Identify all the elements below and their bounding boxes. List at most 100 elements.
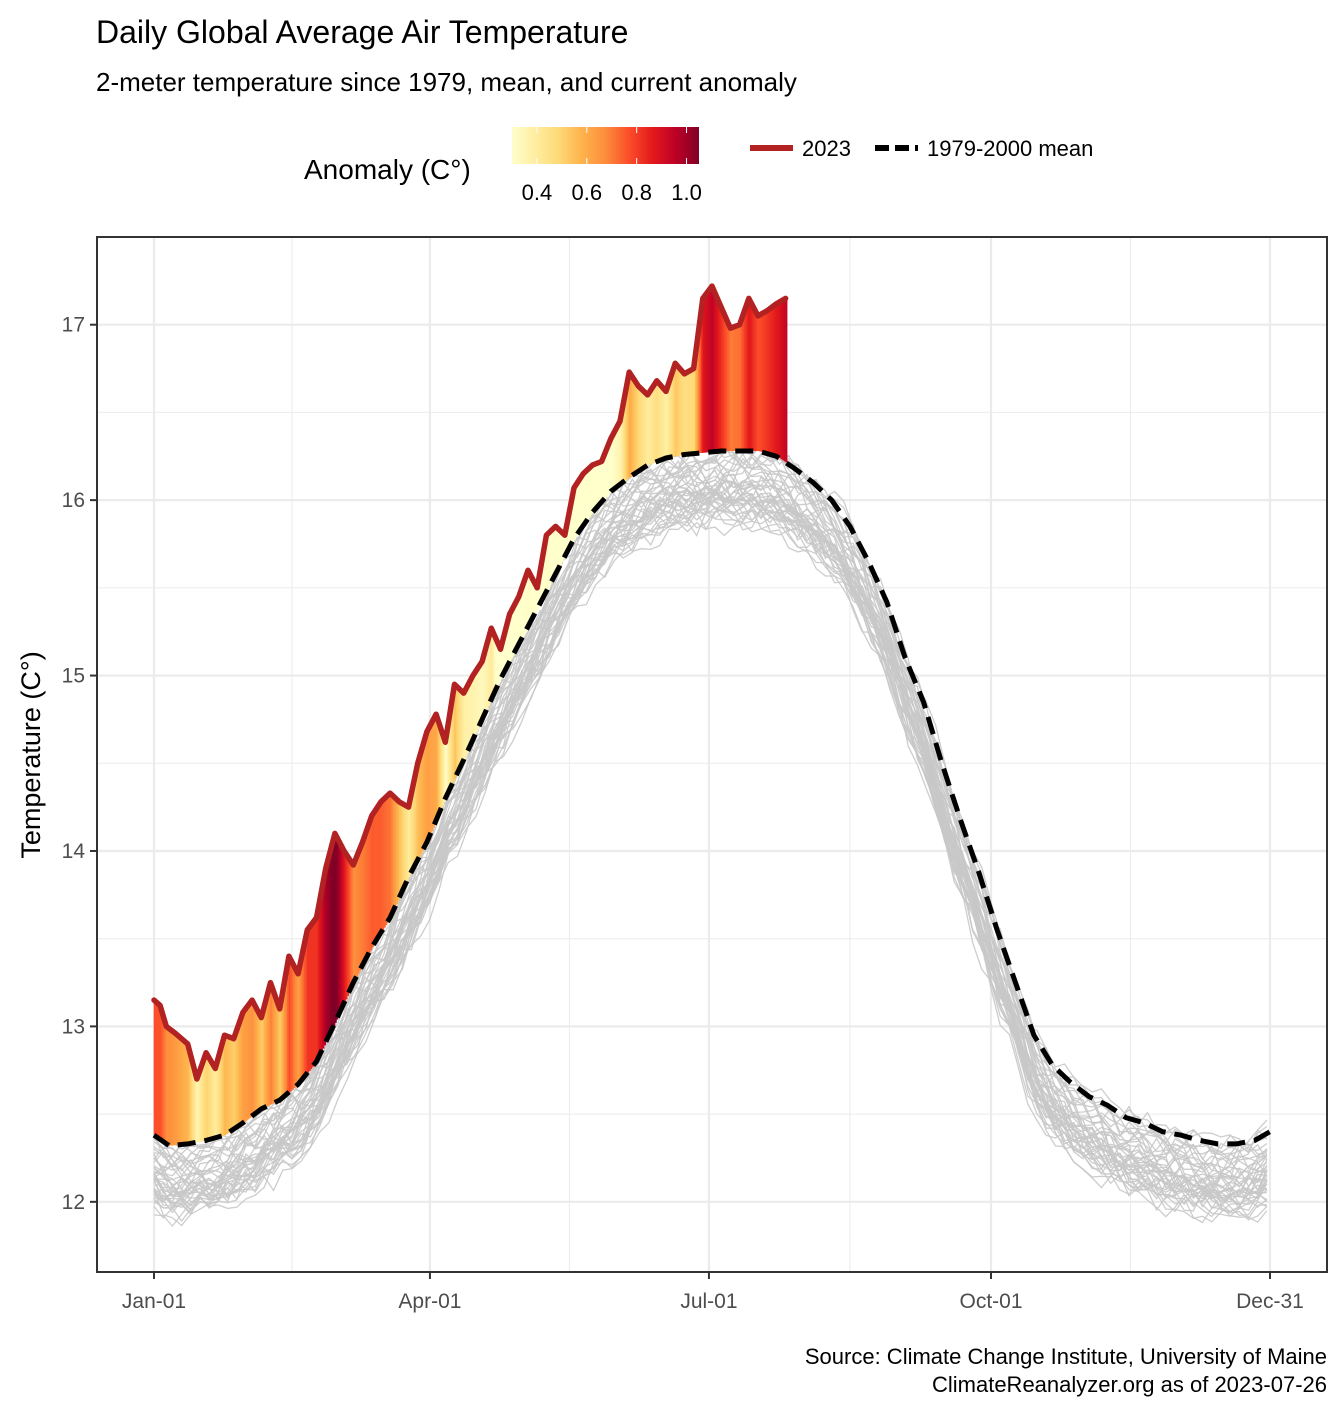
anomaly-band	[434, 717, 437, 824]
anomaly-band	[276, 1000, 279, 1102]
anomaly-band	[624, 396, 627, 481]
y-tick-label: 16	[62, 489, 85, 512]
anomaly-band	[357, 853, 360, 974]
anomaly-band	[780, 301, 783, 460]
anomaly-band	[779, 301, 782, 459]
anomaly-band	[662, 387, 665, 460]
anomaly-band	[559, 530, 563, 566]
anomaly-band	[684, 373, 687, 455]
anomaly-band	[518, 596, 521, 644]
anomaly-band	[254, 1005, 258, 1114]
anomaly-band	[175, 1033, 178, 1146]
anomaly-band	[349, 860, 353, 990]
colorbar-ticks: 0.4 0.6 0.8 1.0	[522, 127, 702, 205]
anomaly-band	[417, 763, 420, 860]
anomaly-band	[513, 605, 517, 653]
anomaly-band	[486, 644, 489, 710]
anomaly-band	[441, 732, 445, 806]
anomaly-band	[460, 690, 463, 767]
anomaly-band	[457, 687, 460, 773]
anomaly-band	[564, 535, 567, 557]
anomaly-band	[262, 1011, 265, 1109]
anomaly-band	[696, 345, 699, 454]
anomaly-band	[211, 1063, 215, 1139]
anomaly-band	[326, 862, 330, 1039]
anomaly-band	[532, 579, 535, 618]
anomaly-band	[394, 797, 397, 908]
historical-line	[153, 459, 1267, 1187]
anomaly-band	[285, 973, 288, 1095]
caption-line-2: ClimateReanalyzer.org as of 2023-07-26	[932, 1372, 1327, 1397]
anomaly-band	[495, 638, 498, 690]
anomaly-band	[728, 324, 731, 452]
anomaly-band	[181, 1038, 184, 1145]
colorbar-tick-label: 1.0	[671, 180, 702, 205]
y-tick-label: 15	[62, 665, 85, 688]
anomaly-band	[162, 1015, 166, 1142]
legend-items: 2023 1979-2000 mean	[750, 136, 1093, 161]
anomaly-band	[169, 1028, 172, 1146]
anomaly-band	[605, 450, 609, 497]
legend-label: 2023	[802, 136, 851, 161]
panel-border	[96, 236, 1328, 1273]
anomaly-band	[596, 463, 599, 508]
anomaly-band	[651, 387, 655, 464]
anomaly-band	[704, 296, 707, 453]
anomaly-band	[311, 923, 314, 1068]
anomaly-band	[227, 1036, 230, 1134]
legend-label: 1979-2000 mean	[927, 136, 1093, 161]
anomaly-band	[776, 303, 779, 457]
anomaly-band	[336, 836, 339, 1020]
anomaly-band	[737, 325, 740, 452]
anomaly-band	[759, 315, 762, 452]
anomaly-band	[676, 365, 679, 456]
anomaly-band	[293, 965, 296, 1089]
anomaly-band	[708, 290, 711, 453]
anomaly-band	[368, 824, 371, 954]
anomaly-band	[730, 328, 733, 452]
anomaly-band	[435, 714, 438, 821]
anomaly-band	[602, 457, 605, 501]
anomaly-band	[608, 442, 612, 494]
anomaly-band	[337, 839, 340, 1017]
anomaly-band	[195, 1073, 198, 1143]
anomaly-band	[509, 614, 512, 662]
anomaly-band	[185, 1042, 189, 1145]
anomaly-band	[201, 1065, 204, 1142]
anomaly-band	[345, 853, 348, 1000]
anomaly-band	[489, 633, 492, 703]
anomaly-band	[762, 313, 765, 453]
anomaly-band	[722, 310, 725, 452]
anomaly-band	[451, 703, 454, 786]
anomaly-band	[440, 728, 443, 810]
anomaly-band	[158, 1004, 161, 1139]
anomaly-band	[296, 970, 299, 1086]
anomaly-band	[582, 473, 586, 526]
anomaly-band	[385, 797, 388, 926]
anomaly-band	[756, 313, 759, 452]
colorbar-tick-label: 0.4	[522, 180, 553, 205]
anomaly-band	[233, 1038, 236, 1130]
anomaly-band	[198, 1074, 201, 1142]
anomaly-band	[517, 599, 520, 647]
anomaly-band	[633, 379, 636, 475]
anomaly-band	[356, 857, 359, 977]
anomaly-band	[592, 465, 595, 513]
anomaly-band	[731, 327, 734, 452]
x-tick-label: Dec-31	[1236, 1290, 1304, 1313]
anomaly-band	[650, 390, 653, 464]
anomaly-band	[421, 747, 425, 851]
anomaly-band	[392, 796, 395, 911]
anomaly-band	[322, 884, 325, 1049]
x-tick-label: Oct-01	[959, 1290, 1022, 1313]
anomaly-band	[579, 478, 582, 530]
anomaly-band	[610, 438, 613, 492]
anomaly-band	[543, 552, 546, 598]
mean-line	[152, 448, 1272, 1149]
anomaly-band	[717, 300, 720, 452]
anomaly-band	[467, 684, 471, 750]
anomaly-band	[648, 392, 651, 465]
anomaly-band	[558, 529, 561, 568]
anomaly-band	[490, 628, 494, 700]
anomaly-band	[746, 302, 750, 452]
